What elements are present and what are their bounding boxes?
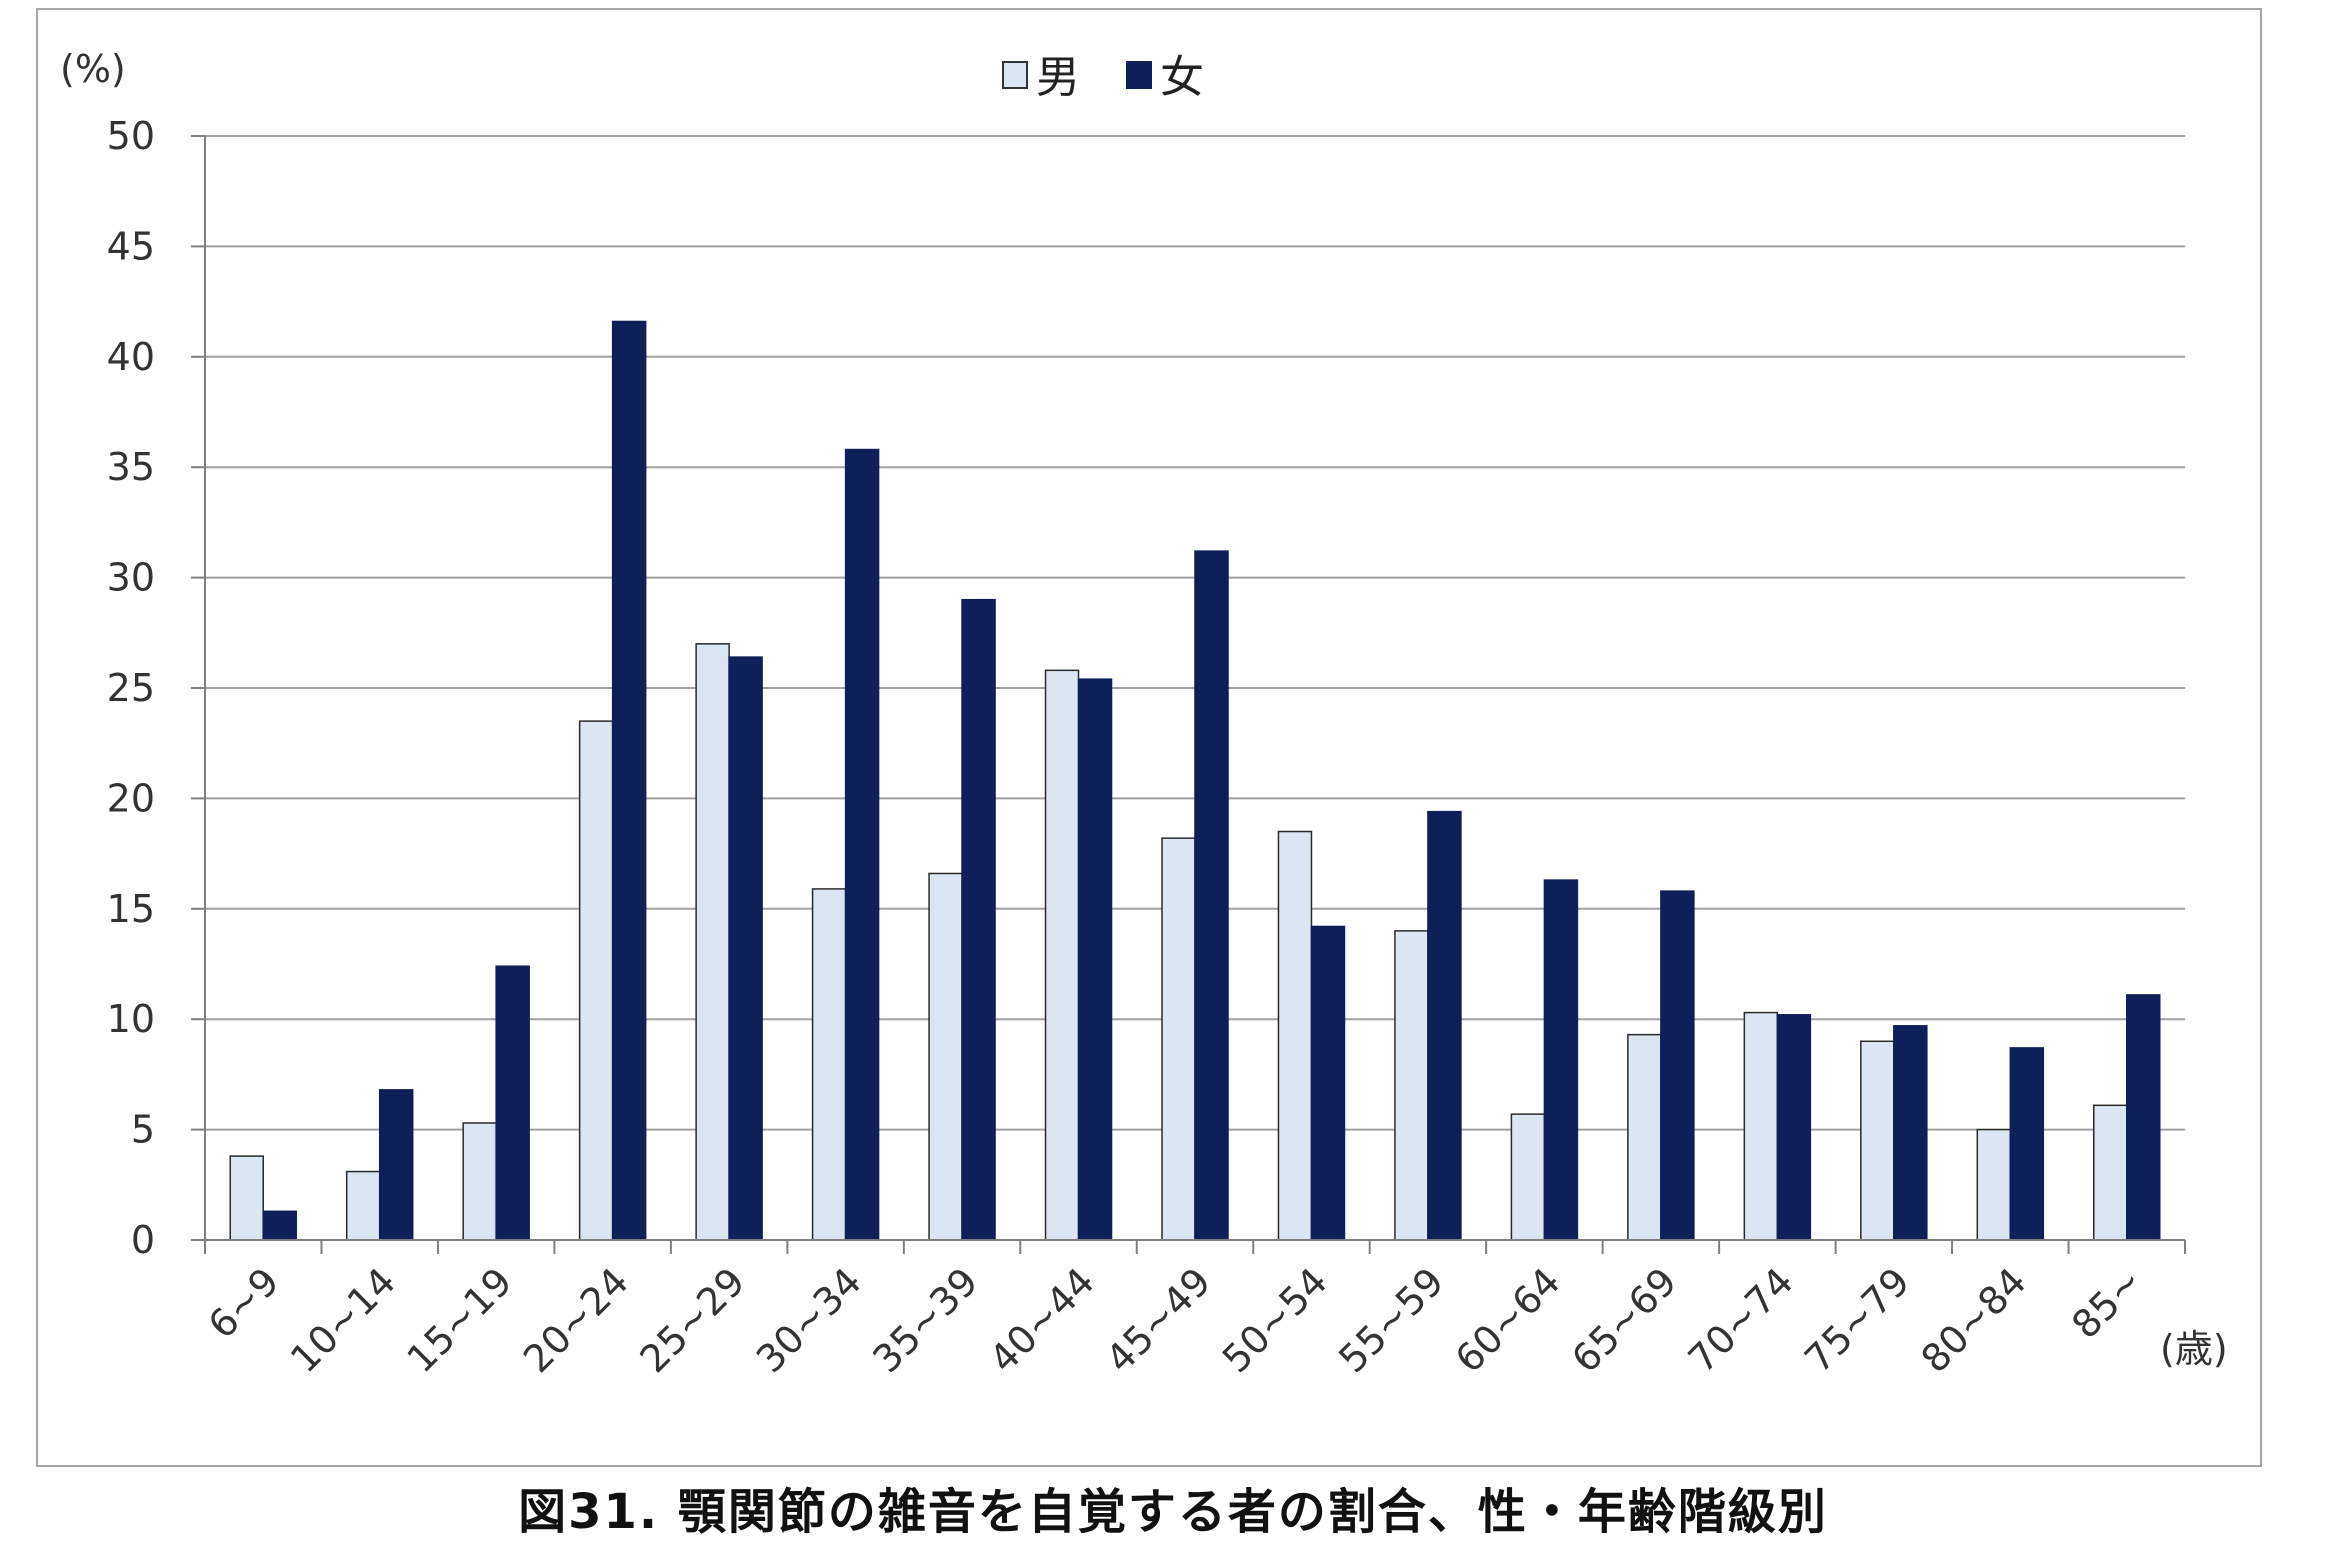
bar-male — [462, 1122, 497, 1241]
bar-male — [1510, 1113, 1546, 1241]
x-category-label: 25~29 — [631, 1259, 753, 1381]
bar-female — [1194, 550, 1229, 1241]
x-axis-unit-label: (歳) — [2160, 1327, 2228, 1371]
bar-female — [844, 448, 880, 1241]
bar-female — [1776, 1014, 1812, 1241]
bar-chart: 0 5 10 15 20 25 30 35 40 45 50 6~910~1415~1920~2425… — [60, 47, 2228, 1381]
bar-female — [262, 1210, 297, 1241]
bars — [229, 320, 2161, 1241]
y-tick-label: 5 — [131, 1108, 155, 1152]
bar-male — [2093, 1104, 2128, 1241]
bar-female — [495, 965, 530, 1241]
x-category-label: 50~54 — [1214, 1259, 1336, 1381]
y-tick-label: 45 — [107, 224, 155, 268]
y-tick-label: 30 — [107, 556, 155, 600]
legend-label-male: 男 — [1036, 52, 1080, 103]
bar-male — [1627, 1033, 1662, 1241]
x-category-label: 45~49 — [1097, 1259, 1219, 1381]
x-category-label: 15~19 — [399, 1259, 521, 1381]
bar-male — [928, 872, 963, 1241]
bar-male — [1860, 1040, 1895, 1241]
figure-caption: 図31. 顎関節の雑音を自覚する者の割合、性・年齢階級別 — [518, 1484, 1828, 1540]
bar-male — [1394, 930, 1429, 1241]
y-tick-label: 25 — [107, 666, 155, 710]
bar-male — [1161, 837, 1196, 1241]
y-tick-label: 10 — [107, 997, 155, 1041]
bar-male — [1044, 669, 1080, 1241]
bar-male — [1277, 830, 1313, 1241]
x-category-label: 20~24 — [515, 1259, 637, 1381]
y-tick-label: 35 — [107, 445, 155, 489]
gridlines — [205, 135, 2185, 1131]
legend-label-female: 女 — [1160, 52, 1204, 103]
x-category-label: 60~64 — [1447, 1259, 1569, 1381]
bar-male — [229, 1155, 264, 1241]
x-category-label: 65~69 — [1563, 1259, 1685, 1381]
x-category-label: 35~39 — [864, 1259, 986, 1381]
x-category-label: 85~ — [2063, 1259, 2151, 1347]
x-category-label: 55~59 — [1330, 1259, 1452, 1381]
x-category-label: 6~9 — [200, 1259, 288, 1347]
bar-female — [1543, 879, 1579, 1241]
x-category-label: 40~44 — [981, 1259, 1103, 1381]
x-category-label: 75~79 — [1796, 1259, 1918, 1381]
bar-female — [611, 320, 647, 1241]
bar-female — [2126, 994, 2161, 1241]
y-axis-unit-label: (%) — [60, 47, 126, 91]
bar-female — [728, 656, 763, 1241]
x-category-label: 10~14 — [282, 1259, 404, 1381]
bar-female — [1427, 810, 1462, 1241]
axes — [191, 135, 2186, 1254]
bar-male — [1976, 1128, 2012, 1241]
bar-female — [2009, 1047, 2045, 1241]
y-tick-label: 40 — [107, 335, 155, 379]
bar-male — [1743, 1011, 1779, 1241]
x-category-label: 70~74 — [1680, 1259, 1802, 1381]
bar-male — [578, 720, 614, 1241]
bar-female — [1310, 925, 1346, 1241]
x-category-label: 30~34 — [748, 1259, 870, 1381]
bar-female — [961, 598, 996, 1241]
y-tick-label: 15 — [107, 887, 155, 931]
bar-female — [1893, 1025, 1928, 1241]
bar-male — [811, 888, 847, 1241]
x-category-label: 80~84 — [1913, 1259, 2035, 1381]
bar-female — [378, 1089, 414, 1241]
bar-male — [695, 643, 730, 1241]
bar-female — [1077, 678, 1113, 1241]
y-tick-label: 50 — [107, 114, 155, 158]
y-tick-label: 20 — [107, 776, 155, 820]
bar-male — [345, 1170, 381, 1241]
legend: 男 女 — [1002, 52, 1204, 103]
legend-swatch-female — [1126, 61, 1152, 89]
legend-swatch-male — [1002, 61, 1028, 89]
bar-female — [1660, 890, 1695, 1241]
y-tick-label: 0 — [131, 1218, 155, 1262]
